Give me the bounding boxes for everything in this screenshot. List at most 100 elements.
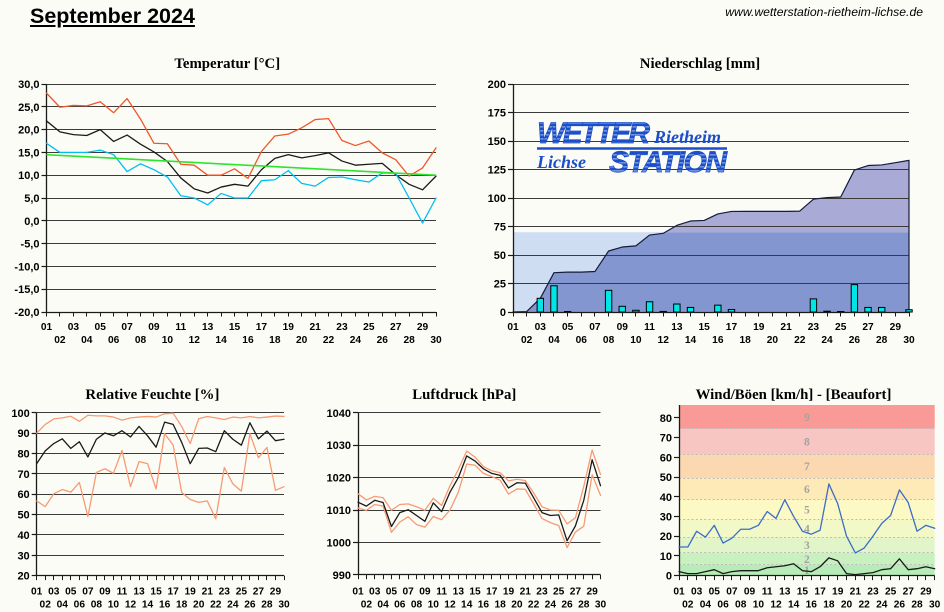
svg-text:17: 17 xyxy=(256,322,268,333)
svg-text:12: 12 xyxy=(770,600,782,611)
svg-text:23: 23 xyxy=(808,322,820,333)
svg-text:10: 10 xyxy=(108,600,120,611)
svg-text:14: 14 xyxy=(461,600,473,611)
svg-text:29: 29 xyxy=(586,587,598,598)
svg-text:11: 11 xyxy=(117,587,128,598)
svg-text:08: 08 xyxy=(135,335,147,346)
svg-text:20: 20 xyxy=(296,335,308,346)
svg-text:17: 17 xyxy=(814,587,826,598)
svg-text:1000: 1000 xyxy=(327,537,351,549)
svg-text:4: 4 xyxy=(804,523,810,535)
svg-text:26: 26 xyxy=(377,335,389,346)
svg-text:30: 30 xyxy=(903,335,915,346)
svg-text:16: 16 xyxy=(712,335,724,346)
svg-text:12: 12 xyxy=(658,335,670,346)
svg-text:15: 15 xyxy=(469,587,481,598)
svg-text:08: 08 xyxy=(411,600,423,611)
svg-text:11: 11 xyxy=(762,587,773,598)
svg-text:28: 28 xyxy=(261,600,273,611)
svg-text:16: 16 xyxy=(242,335,254,346)
svg-text:175: 175 xyxy=(488,108,506,120)
svg-text:26: 26 xyxy=(244,600,256,611)
svg-text:01: 01 xyxy=(507,322,519,333)
svg-text:25,0: 25,0 xyxy=(18,102,39,114)
svg-text:03: 03 xyxy=(691,587,703,598)
svg-text:14: 14 xyxy=(685,335,697,346)
svg-text:10: 10 xyxy=(428,600,440,611)
svg-text:30,0: 30,0 xyxy=(18,79,39,91)
svg-text:28: 28 xyxy=(876,335,888,346)
svg-text:15: 15 xyxy=(150,587,162,598)
svg-text:29: 29 xyxy=(417,322,429,333)
svg-text:6: 6 xyxy=(804,484,810,496)
svg-text:04: 04 xyxy=(377,600,389,611)
svg-text:15: 15 xyxy=(229,322,241,333)
svg-text:13: 13 xyxy=(453,587,465,598)
svg-text:22: 22 xyxy=(794,335,806,346)
svg-text:WETTER: WETTER xyxy=(537,117,650,150)
svg-text:-10,0: -10,0 xyxy=(14,261,39,273)
svg-text:05: 05 xyxy=(562,322,574,333)
svg-text:19: 19 xyxy=(832,587,844,598)
svg-text:02: 02 xyxy=(54,335,66,346)
svg-text:-20,0: -20,0 xyxy=(14,307,39,319)
svg-text:05: 05 xyxy=(95,322,107,333)
svg-text:75: 75 xyxy=(494,222,506,234)
svg-text:10,0: 10,0 xyxy=(18,170,39,182)
svg-text:5,0: 5,0 xyxy=(24,193,39,205)
svg-text:01: 01 xyxy=(352,587,364,598)
svg-text:150: 150 xyxy=(488,136,506,148)
svg-text:14: 14 xyxy=(142,600,154,611)
svg-text:24: 24 xyxy=(545,600,557,611)
svg-text:-15,0: -15,0 xyxy=(14,284,39,296)
svg-text:100: 100 xyxy=(11,408,29,420)
svg-text:30: 30 xyxy=(430,335,442,346)
svg-text:STATION: STATION xyxy=(609,146,728,179)
svg-text:15: 15 xyxy=(797,587,809,598)
svg-text:08: 08 xyxy=(735,600,747,611)
svg-text:40: 40 xyxy=(660,492,672,504)
svg-text:3: 3 xyxy=(804,540,810,552)
svg-text:11: 11 xyxy=(175,322,186,333)
svg-text:04: 04 xyxy=(57,600,69,611)
svg-text:01: 01 xyxy=(31,587,43,598)
svg-text:Rietheim: Rietheim xyxy=(653,127,721,147)
svg-text:25: 25 xyxy=(885,587,897,598)
svg-text:-5,0: -5,0 xyxy=(21,239,40,251)
svg-text:40: 40 xyxy=(17,530,29,542)
svg-text:09: 09 xyxy=(419,587,431,598)
svg-text:60: 60 xyxy=(660,452,672,464)
svg-text:21: 21 xyxy=(202,587,214,598)
svg-text:17: 17 xyxy=(726,322,738,333)
svg-text:01: 01 xyxy=(41,322,53,333)
svg-text:05: 05 xyxy=(709,587,721,598)
svg-text:04: 04 xyxy=(700,600,712,611)
svg-text:14: 14 xyxy=(788,600,800,611)
svg-text:03: 03 xyxy=(48,587,60,598)
svg-text:12: 12 xyxy=(125,600,137,611)
svg-text:1030: 1030 xyxy=(327,440,351,452)
svg-text:30: 30 xyxy=(595,600,607,611)
svg-text:08: 08 xyxy=(603,335,615,346)
svg-text:27: 27 xyxy=(390,322,402,333)
svg-text:21: 21 xyxy=(850,587,862,598)
svg-text:07: 07 xyxy=(121,322,133,333)
svg-text:7: 7 xyxy=(804,461,810,473)
svg-text:11: 11 xyxy=(644,322,655,333)
svg-text:15,0: 15,0 xyxy=(18,147,39,159)
svg-text:26: 26 xyxy=(849,335,861,346)
svg-text:13: 13 xyxy=(133,587,145,598)
svg-text:10: 10 xyxy=(630,335,642,346)
svg-text:20: 20 xyxy=(660,531,672,543)
svg-text:18: 18 xyxy=(269,335,281,346)
svg-text:30: 30 xyxy=(929,600,941,611)
svg-text:29: 29 xyxy=(920,587,932,598)
svg-text:8: 8 xyxy=(804,437,810,449)
svg-text:22: 22 xyxy=(323,335,335,346)
svg-text:1020: 1020 xyxy=(327,473,351,485)
svg-text:25: 25 xyxy=(494,279,506,291)
svg-text:Lichse: Lichse xyxy=(536,152,586,172)
svg-text:20: 20 xyxy=(511,600,523,611)
svg-text:06: 06 xyxy=(108,335,120,346)
svg-text:Relative Feuchte [%]: Relative Feuchte [%] xyxy=(85,387,219,403)
